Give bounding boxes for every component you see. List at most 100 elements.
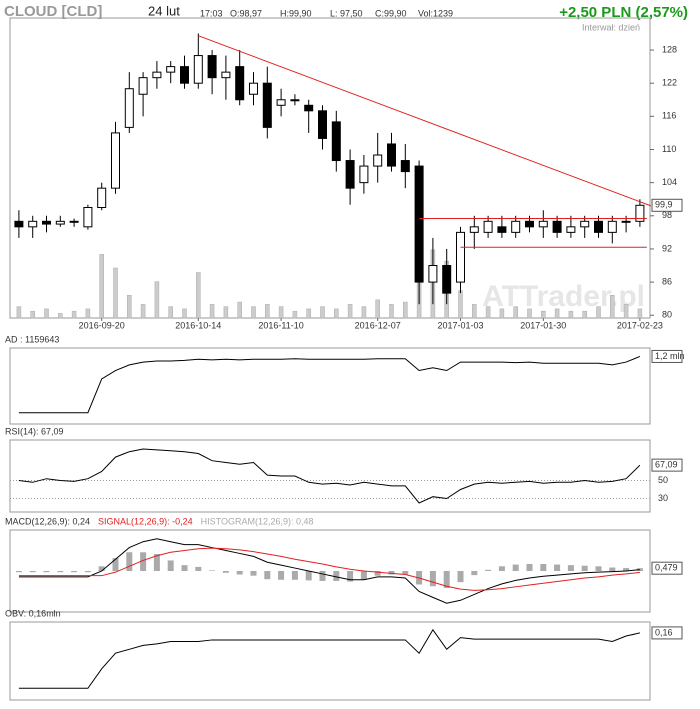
candle-body	[111, 132, 120, 189]
candle-body	[166, 66, 176, 73]
volume-bar	[58, 313, 63, 319]
histogram-bar	[181, 565, 188, 571]
y-tick-label: 122	[662, 78, 677, 88]
candle-body	[442, 265, 452, 294]
histogram-bar	[581, 565, 588, 571]
histogram-bar	[374, 571, 381, 576]
last-value-label: 1,2 mln	[655, 351, 685, 361]
candle-body	[607, 220, 617, 233]
volume-bar	[554, 308, 560, 319]
candle-body	[621, 220, 631, 223]
panel-title: OBV: 0,16mln	[5, 608, 61, 618]
histogram-bar	[333, 571, 340, 581]
volume-bar	[347, 304, 353, 319]
candle-body	[594, 220, 603, 233]
panel-frame	[9, 529, 651, 613]
volume-bar	[596, 306, 601, 319]
histogram-bar	[512, 564, 519, 571]
volume-bar	[527, 308, 532, 319]
volume-bar	[16, 306, 22, 319]
volume-bar	[610, 295, 615, 319]
histogram-bar	[43, 571, 50, 573]
histogram-bar	[540, 563, 547, 571]
volume-bar	[265, 304, 270, 319]
time: 17:03	[200, 8, 223, 18]
panel-title: AD : 1159643	[5, 334, 59, 344]
volume-bar	[237, 301, 242, 319]
candle-body	[345, 160, 355, 189]
panel-title: RSI(14): 67,09	[5, 426, 64, 436]
volume-bar	[85, 308, 91, 319]
volume-bar	[44, 308, 49, 319]
histogram-bar	[167, 560, 174, 571]
histogram-bar	[98, 566, 105, 571]
last-value-label: 0,16	[655, 627, 673, 637]
candle-body	[138, 77, 148, 95]
panel-title: MACD(12,26,9): 0,24	[5, 516, 90, 526]
histogram-bar	[347, 571, 354, 582]
candle-body	[249, 82, 258, 95]
indicator-line	[18, 448, 641, 504]
open: O:98,97	[230, 8, 262, 18]
candle-body	[331, 121, 341, 162]
x-tick-label: 2017-01-30	[520, 320, 566, 330]
histogram-bar	[623, 568, 630, 571]
histogram-bar	[526, 563, 533, 571]
volume-bar	[389, 304, 394, 319]
histogram-bar	[554, 564, 561, 571]
candle-body	[83, 207, 93, 228]
histogram-bar	[112, 558, 119, 571]
candle-body	[28, 220, 38, 228]
y-tick-label: 98	[662, 210, 672, 220]
candle-body	[14, 220, 24, 228]
x-tick-label: 2016-09-20	[79, 320, 125, 330]
candle-body	[469, 226, 479, 233]
volume-bar	[168, 306, 173, 319]
volume-bar	[154, 281, 160, 319]
volume-bar	[541, 310, 546, 319]
histogram-bar	[29, 571, 36, 573]
volume-bar	[568, 310, 574, 319]
watermark: ATTrader.pl	[482, 280, 645, 313]
candle-body	[538, 220, 548, 228]
volume-bar	[637, 308, 643, 319]
histogram-bar	[471, 571, 478, 576]
histogram-bar	[126, 552, 133, 571]
candle-body	[483, 220, 493, 233]
histogram-bar	[443, 571, 450, 588]
candle-body	[42, 220, 51, 225]
volume-bar	[196, 272, 201, 319]
histogram-bar	[222, 571, 229, 573]
date: 24 lut	[148, 3, 180, 18]
x-tick-label: 2017-01-03	[437, 320, 483, 330]
low: L: 97,50	[330, 8, 363, 18]
histogram-bar	[485, 569, 492, 571]
candle-body	[497, 226, 507, 233]
candle-body	[552, 220, 562, 233]
candle-body	[193, 55, 203, 84]
volume-bar	[513, 306, 518, 319]
volume: Vol:1239	[418, 8, 453, 18]
volume-bar	[582, 310, 587, 319]
candle-body	[55, 220, 65, 225]
volume-bar	[361, 306, 367, 319]
histogram-bar	[153, 554, 160, 571]
interval: Interwał: dzień	[582, 22, 640, 32]
histogram-bar	[567, 565, 574, 571]
last-value-label: 67,09	[655, 459, 678, 469]
panel-frame	[9, 347, 651, 425]
candle-body	[262, 82, 272, 128]
volume-bar	[334, 308, 339, 319]
x-tick-label: 2017-02-23	[617, 320, 663, 330]
histogram-bar	[57, 571, 64, 573]
volume-bar	[251, 306, 256, 319]
candle-body	[207, 55, 217, 79]
volume-bar	[182, 308, 187, 319]
high: H:99,90	[280, 8, 312, 18]
trend-line	[198, 35, 652, 207]
panel-frame	[9, 621, 651, 701]
histogram-bar	[209, 570, 216, 571]
y-tick-label: 80	[662, 310, 672, 320]
histogram-bar	[595, 566, 602, 571]
histogram-bar	[498, 566, 505, 571]
